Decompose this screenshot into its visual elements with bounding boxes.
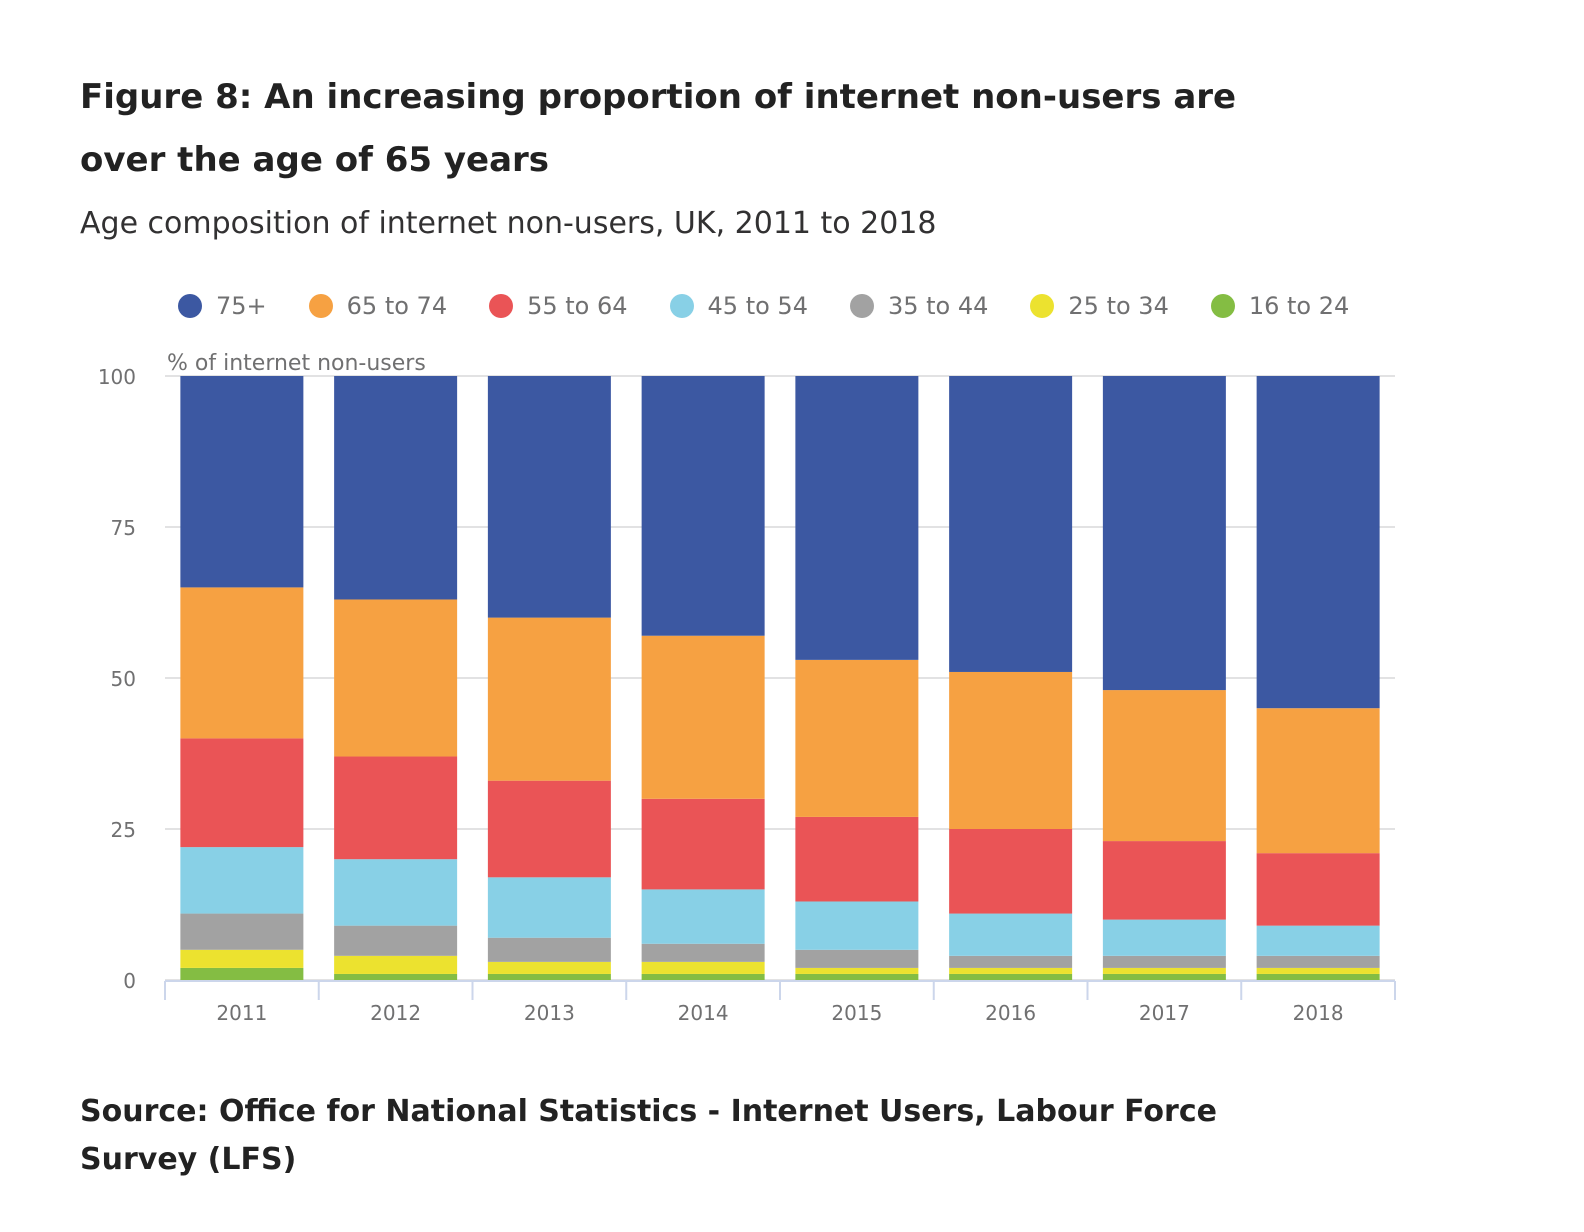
y-tick-label: 75 (111, 516, 136, 540)
x-tick-label: 2016 (985, 1001, 1036, 1025)
bar-segment (334, 599, 458, 757)
legend-label: 55 to 64 (527, 292, 628, 320)
legend-swatch (489, 294, 514, 318)
bar-segment (334, 925, 458, 956)
bar-segment (334, 859, 458, 926)
bar-segment (1102, 955, 1226, 968)
bar-segment (487, 973, 611, 980)
legend-item[interactable]: 16 to 24 (1210, 292, 1350, 320)
legend: 75+ 65 to 74 55 to 64 45 to 54 35 to 44 25 to… (178, 292, 1391, 320)
legend-swatch (308, 294, 333, 318)
x-tick-label: 2018 (1293, 1001, 1344, 1025)
bar-segment (487, 961, 611, 974)
bar-segment (641, 376, 765, 636)
legend-label: 35 to 44 (887, 292, 989, 320)
bar-segment (180, 967, 304, 980)
bar-segment (1102, 690, 1226, 842)
x-tick-label: 2014 (678, 1001, 729, 1025)
legend-item[interactable]: 45 to 54 (669, 292, 808, 320)
legend-swatch (849, 294, 874, 318)
bar-segment (1256, 853, 1380, 926)
bar-segment (795, 659, 919, 817)
bar-segment (180, 913, 304, 950)
legend-swatch (669, 294, 694, 318)
bar-segment (180, 738, 304, 848)
legend-label: 16 to 24 (1248, 292, 1350, 320)
bar-segment (641, 961, 765, 974)
bar-segment (795, 967, 919, 974)
x-tick-label: 2017 (1139, 1001, 1190, 1025)
bar-segment (1256, 973, 1380, 980)
bar-segment (1256, 955, 1380, 968)
bar-segment (1256, 925, 1380, 956)
bar-segment (949, 955, 1073, 968)
y-axis-label: % of internet non-users (167, 351, 426, 376)
bar-segment (1256, 967, 1380, 974)
legend-label: 45 to 54 (707, 292, 808, 320)
bar-segment (795, 901, 919, 950)
bar-segment (1102, 973, 1226, 980)
bar-segment (795, 816, 919, 902)
legend-item[interactable]: 35 to 44 (849, 292, 989, 320)
bar-segment (1102, 841, 1226, 920)
bar-segment (334, 376, 458, 600)
bar-segment (949, 671, 1073, 829)
legend-label: 25 to 34 (1068, 292, 1169, 320)
bar-segment (180, 587, 304, 739)
source-note: Source: Office for National Statistics -… (80, 1094, 1217, 1177)
legend-label: 65 to 74 (346, 292, 448, 320)
chart-subtitle: Age composition of internet non-users, U… (80, 206, 937, 241)
x-tick-label: 2013 (524, 1001, 575, 1025)
bar-segment (949, 829, 1073, 914)
legend-item[interactable]: 65 to 74 (308, 292, 448, 320)
bar-segment (487, 877, 611, 938)
bar-segment (334, 973, 458, 980)
bar-segment (1102, 919, 1226, 956)
bar-segment (487, 937, 611, 962)
bar-segment (949, 973, 1073, 980)
bar-segment (180, 376, 304, 588)
x-tick-label: 2012 (370, 1001, 421, 1025)
bar-segment (641, 973, 765, 980)
bar-segment (795, 949, 919, 968)
y-tick-label: 50 (111, 667, 136, 691)
chart-title: Figure 8: An increasing proportion of in… (80, 77, 1237, 180)
y-tick-label: 100 (98, 365, 136, 389)
stacked-bar-chart: % of internet non-users 0 25 50 75 100 2011 201… (98, 351, 1396, 1025)
bar-segment (334, 756, 458, 860)
bar-segment (1256, 708, 1380, 854)
bar-segment (180, 949, 304, 968)
x-tick-label: 2011 (216, 1001, 267, 1025)
legend-item[interactable]: 75+ (178, 292, 267, 320)
bar-segment (641, 798, 765, 890)
bar-segment (949, 376, 1073, 672)
bar-segment (949, 967, 1073, 974)
bar-segment (641, 889, 765, 944)
bar-segment (1256, 376, 1380, 709)
bar-segment (180, 847, 304, 914)
bar-segment (487, 780, 611, 878)
bar-segment (487, 617, 611, 781)
bar-segment (641, 635, 765, 799)
x-tick-label: 2015 (831, 1001, 882, 1025)
legend-swatch (1030, 294, 1055, 318)
legend-swatch (1210, 294, 1235, 318)
bar-segment (1102, 967, 1226, 974)
legend-swatch (178, 294, 202, 318)
bar-segment (795, 973, 919, 980)
bar-segment (334, 955, 458, 974)
bar-segment (487, 376, 611, 618)
legend-item[interactable]: 25 to 34 (1030, 292, 1169, 320)
y-tick-label: 0 (123, 969, 136, 993)
legend-label: 75+ (216, 292, 267, 320)
bar-segment (795, 376, 919, 660)
bar-segment (1102, 376, 1226, 691)
bar-segment (949, 913, 1073, 956)
legend-item[interactable]: 55 to 64 (489, 292, 628, 320)
bar-segment (641, 943, 765, 962)
y-tick-label: 25 (111, 818, 136, 842)
